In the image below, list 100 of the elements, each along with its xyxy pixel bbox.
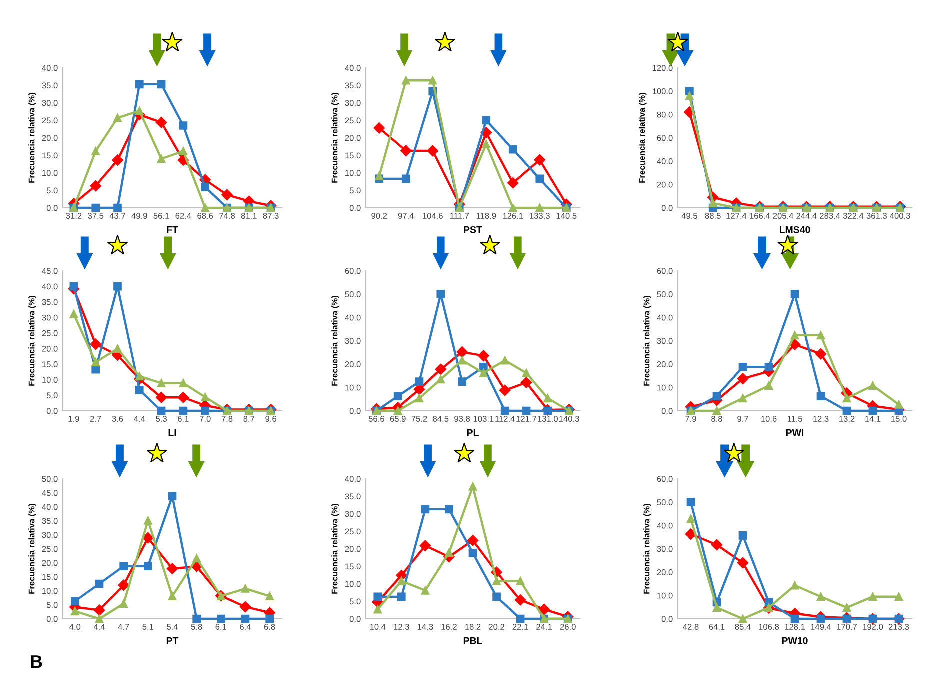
y-tick-label: 15.0 [42,574,58,580]
y-tick-label: 10.0 [42,588,58,594]
x-tick-label: 74.8 [220,213,235,219]
y-tick-label: 5.0 [350,598,361,605]
x-tick-label: 7.9 [686,416,696,422]
y-tick-label: 40.0 [657,522,673,529]
x-tick-label: 37.5 [88,213,104,219]
x-tick-label: 8.7 [244,416,255,422]
x-tick-label: 49.5 [682,213,698,219]
x-tick-label: 126.1 [503,213,524,219]
x-tick-label: 62.4 [176,213,192,219]
y-tick-label: 120.0 [652,65,673,72]
y-tick-label: 0.0 [46,616,58,622]
y-tick-label: 30.0 [345,100,361,106]
x-tick-label: 103.1 [474,416,494,422]
y-tick-label: 50.0 [657,500,673,506]
y-tick-label: 5.0 [46,392,58,399]
x-tick-label: 65.9 [390,416,406,422]
y-tick-label: 5.0 [350,188,361,194]
y-axis-title: Frecuencia relativa (%) [332,296,340,386]
y-tick-label: 20.0 [42,346,58,352]
y-tick-label: 60.0 [657,268,673,274]
x-tick-label: 56.6 [368,416,384,422]
y-tick-label: 50.0 [42,476,58,482]
x-tick-label: 322.4 [843,213,864,219]
x-tick-label: 106.8 [759,624,780,630]
y-tick-label: 45.0 [42,490,58,496]
y-tick-label: 100.0 [652,88,673,94]
y-tick-label: 20.0 [345,135,361,142]
x-tick-label: 31.2 [66,213,82,219]
y-tick-label: 15.0 [42,152,58,159]
y-tick-label: 20.0 [657,570,673,576]
x-tick-label: 85.4 [735,624,751,630]
x-tick-label: 10.4 [370,624,386,630]
y-tick-label: 35.0 [345,82,361,89]
x-tick-label: 87.3 [263,213,279,219]
x-tick-label: 192.0 [863,624,884,630]
y-tick-label: 20.0 [42,135,58,142]
x-tick-label: 4.7 [118,624,130,630]
y-tick-label: 30.0 [345,338,361,344]
x-tick-label: 166.4 [750,213,770,219]
y-tick-label: 50.0 [657,292,673,298]
y-axis-title: Frecuencia relativa (%) [28,504,36,594]
x-tick-label: 9.7 [738,416,748,422]
x-tick-label: 4.0 [70,624,81,630]
x-tick-label: 11.5 [788,416,802,422]
x-tick-label: 68.6 [198,213,214,219]
y-axis-title: Frecuencia relativa (%) [332,504,340,594]
y-tick-label: 45.0 [42,268,58,274]
y-tick-label: 20.0 [657,362,673,368]
y-tick-label: 0.0 [350,408,361,414]
y-tick-label: 40.0 [657,158,673,164]
y-tick-label: 30.0 [345,511,361,518]
x-tick-label: 9.6 [266,416,276,422]
y-tick-label: 60.0 [345,268,361,274]
x-tick-label: 81.1 [241,213,257,219]
y-tick-label: 30.0 [657,338,673,344]
x-axis-title: LI [168,430,176,436]
y-tick-label: 25.0 [345,528,361,535]
y-tick-label: 40.0 [42,65,58,72]
y-tick-label: 0.0 [350,616,361,622]
x-tick-label: 283.4 [820,213,840,219]
x-axis-title: PT [166,638,179,644]
x-tick-label: 7.0 [200,416,211,422]
x-tick-label: 56.1 [154,213,170,219]
x-axis-title: LMS40 [780,226,810,234]
y-tick-label: 10.0 [658,384,673,391]
x-tick-label: 75.2 [412,416,428,422]
x-tick-label: 84.5 [433,416,449,422]
x-tick-label: 13.2 [840,416,855,422]
y-tick-label: 35.0 [42,299,58,306]
y-tick-label: 5.0 [46,602,58,608]
x-tick-label: 4.4 [134,416,146,422]
y-tick-label: 0.0 [46,408,58,414]
x-tick-label: 244.4 [796,213,817,219]
x-axis-title: FT [167,226,178,234]
y-tick-label: 30.0 [42,100,58,106]
x-tick-label: 6.4 [240,624,252,630]
y-tick-label: 25.0 [345,118,361,124]
x-tick-label: 12.3 [814,416,829,422]
y-tick-label: 35.0 [42,82,58,89]
x-tick-label: 133.3 [530,213,550,219]
y-tick-label: 10.0 [346,581,361,588]
x-tick-label: 15.0 [892,416,907,422]
x-tick-label: 112.4 [496,416,515,422]
x-tick-label: 7.8 [222,416,233,422]
x-tick-label: 361.3 [866,213,887,219]
y-tick-label: 40.0 [42,284,58,290]
x-tick-label: 104.6 [423,213,443,219]
y-tick-label: 10.0 [42,377,58,383]
x-tick-label: 18.2 [466,624,481,630]
x-tick-label: 121.7 [516,416,537,422]
x-tick-label: 5.8 [191,624,202,630]
y-tick-label: 15.0 [42,362,58,368]
x-tick-label: 24.1 [536,624,552,630]
x-tick-label: 90.2 [372,213,388,219]
x-tick-label: 64.1 [709,624,725,630]
x-tick-label: 42.8 [683,624,699,630]
x-tick-label: 12.3 [394,624,410,630]
x-tick-label: 4.4 [94,624,106,630]
